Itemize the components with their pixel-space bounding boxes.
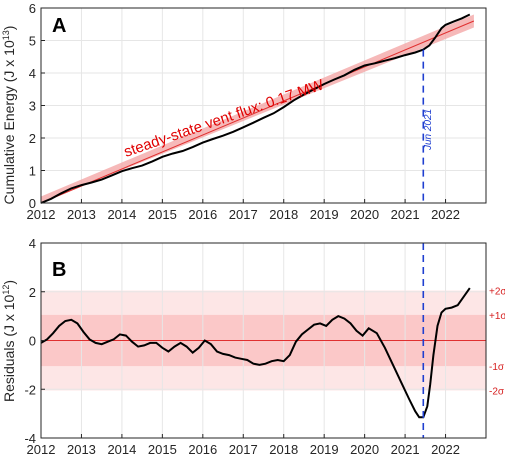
panel-a-frame — [40, 7, 487, 204]
panel-b-ytick-label: -2 — [24, 382, 36, 397]
panel-b-xtick-label: 2013 — [67, 442, 96, 457]
panel-a-ytick-label: 5 — [29, 34, 36, 49]
panel-a-y-label-tail: ) — [1, 26, 17, 31]
panel-b-xtick-label: 2022 — [431, 442, 460, 457]
panel-b-ytick-label: 2 — [29, 285, 36, 300]
panel-b-series — [40, 287, 471, 419]
panel-a-y-label-exp: 13 — [1, 30, 11, 40]
panel-a-ytick-label: 6 — [29, 1, 36, 16]
panel-a: 2012 2013 2014 2015 2016 2017 2018 2019 2020 2021… — [1, 1, 487, 222]
residuals-line — [40, 287, 471, 419]
panel-a-axes: 2012 2013 2014 2015 2016 2017 2018 2019 2020 2021… — [27, 1, 487, 222]
panel-b-ytick-label: 0 — [29, 334, 36, 349]
panel-a-xtick-label: 2016 — [188, 207, 217, 222]
panel-a-xtick-label: 2019 — [310, 207, 339, 222]
panel-a-ytick-label: 4 — [29, 66, 36, 81]
panel-a-xtick-label: 2021 — [391, 207, 420, 222]
sigma-label: -1σ — [489, 362, 505, 373]
panel-b-xtick-label: 2020 — [350, 442, 379, 457]
panel-a-y-label: Cumulative Energy (J x 1013) — [1, 26, 17, 205]
panel-b-ytick-label: -4 — [24, 431, 36, 446]
panel-b-label: B — [52, 259, 66, 281]
panel-a-xtick-label: 2012 — [27, 207, 56, 222]
panel-b-xtick-label: 2016 — [188, 442, 217, 457]
event-label: Jun 2021 — [423, 109, 434, 151]
panel-b-xtick-label: 2014 — [107, 442, 136, 457]
panel-b-frame — [40, 242, 487, 439]
panel-a-xtick-label: 2013 — [67, 207, 96, 222]
sigma-label: -2σ — [489, 386, 505, 397]
panel-b-y-label: Residuals (J x 1012) — [1, 280, 17, 402]
panel-b-xtick-label: 2012 — [27, 442, 56, 457]
panel-b-xtick-label: 2017 — [229, 442, 258, 457]
panel-a-ytick-label: 1 — [29, 164, 36, 179]
panel-a-xtick-label: 2017 — [229, 207, 258, 222]
panel-b-y-label-tail: ) — [1, 280, 17, 285]
panel-a-xtick-label: 2022 — [431, 207, 460, 222]
cumulative-energy-line — [40, 13, 471, 204]
vent-flux-annotation: steady-state vent flux: 0.17 MW — [122, 76, 327, 161]
panel-b-y-label-main: Residuals (J x 10 — [1, 294, 17, 402]
panel-a-xtick-label: 2020 — [350, 207, 379, 222]
sigma-label: +2σ — [489, 287, 505, 298]
sigma-label: +1σ — [489, 311, 505, 322]
panel-a-label: A — [52, 15, 66, 37]
panel-b-axes: 2012 2013 2014 2015 2016 2017 2018 2019 2020 2021… — [24, 236, 487, 457]
panel-b-y-label-exp: 12 — [1, 285, 11, 295]
panel-b-ytick-label: 4 — [29, 236, 36, 251]
panel-b-xtick-label: 2019 — [310, 442, 339, 457]
panel-a-xtick-label: 2015 — [148, 207, 177, 222]
panel-a-fit-band — [40, 14, 475, 204]
fit-line — [40, 20, 475, 204]
panel-a-ytick-label: 3 — [29, 99, 36, 114]
panel-b: 2012 2013 2014 2015 2016 2017 2018 2019 2020 2021… — [1, 236, 505, 457]
panel-a-ytick-label: 2 — [29, 131, 36, 146]
panel-b-xtick-label: 2021 — [391, 442, 420, 457]
panel-a-xtick-label: 2014 — [107, 207, 136, 222]
panel-b-xtick-label: 2015 — [148, 442, 177, 457]
panel-b-sigma-labels: +2σ +1σ -1σ -2σ — [489, 287, 505, 398]
panel-a-y-label-main: Cumulative Energy (J x 10 — [1, 40, 17, 204]
panel-a-ytick-label: 0 — [29, 196, 36, 211]
fit-uncertainty-band — [41, 14, 474, 203]
panel-b-xtick-label: 2018 — [269, 442, 298, 457]
panel-a-xtick-label: 2018 — [269, 207, 298, 222]
panel-a-series — [40, 13, 471, 204]
